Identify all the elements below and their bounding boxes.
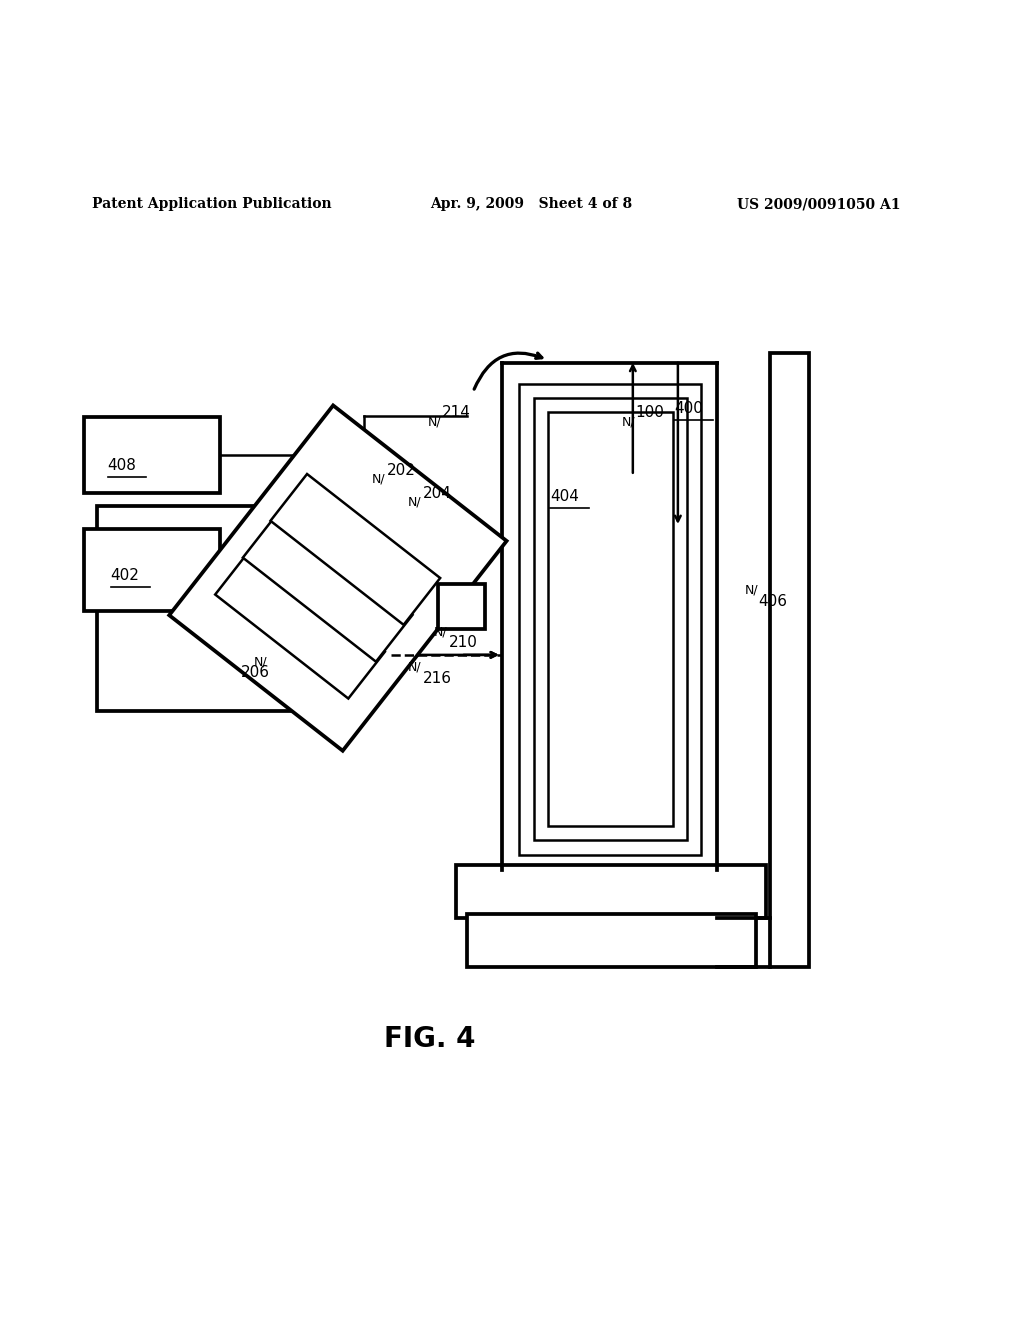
Text: 402: 402 [111,568,139,583]
Bar [84,417,220,494]
Text: N/: N/ [744,583,758,597]
Bar [770,352,809,968]
Bar [519,384,701,854]
Text: 204: 204 [423,486,452,502]
Bar [534,397,687,841]
Bar [97,507,333,711]
Bar [84,529,220,611]
Text: N/: N/ [434,626,447,639]
Text: 202: 202 [387,463,416,478]
Bar [548,412,673,826]
Text: 400: 400 [674,401,702,416]
Text: Apr. 9, 2009   Sheet 4 of 8: Apr. 9, 2009 Sheet 4 of 8 [430,197,632,211]
Text: 214: 214 [442,405,471,420]
Bar [438,585,485,630]
Polygon shape [169,405,507,751]
Text: 206: 206 [241,665,269,681]
Text: FIG. 4: FIG. 4 [384,1024,476,1053]
Polygon shape [243,511,413,661]
Text: N/: N/ [622,416,635,429]
Polygon shape [215,548,385,698]
Polygon shape [270,474,440,624]
Text: 100: 100 [635,405,664,420]
Text: Patent Application Publication: Patent Application Publication [92,197,332,211]
Text: 406: 406 [758,594,786,609]
Text: N/: N/ [408,495,421,508]
Text: N/: N/ [372,473,385,486]
Text: 210: 210 [449,635,477,649]
Text: N/: N/ [408,660,421,673]
Text: N/: N/ [254,655,267,668]
Bar [456,865,766,917]
Bar [467,913,756,968]
Text: N/: N/ [428,416,441,429]
Text: 408: 408 [108,458,136,473]
Text: 216: 216 [423,671,452,685]
Text: 404: 404 [550,490,579,504]
Text: US 2009/0091050 A1: US 2009/0091050 A1 [737,197,901,211]
